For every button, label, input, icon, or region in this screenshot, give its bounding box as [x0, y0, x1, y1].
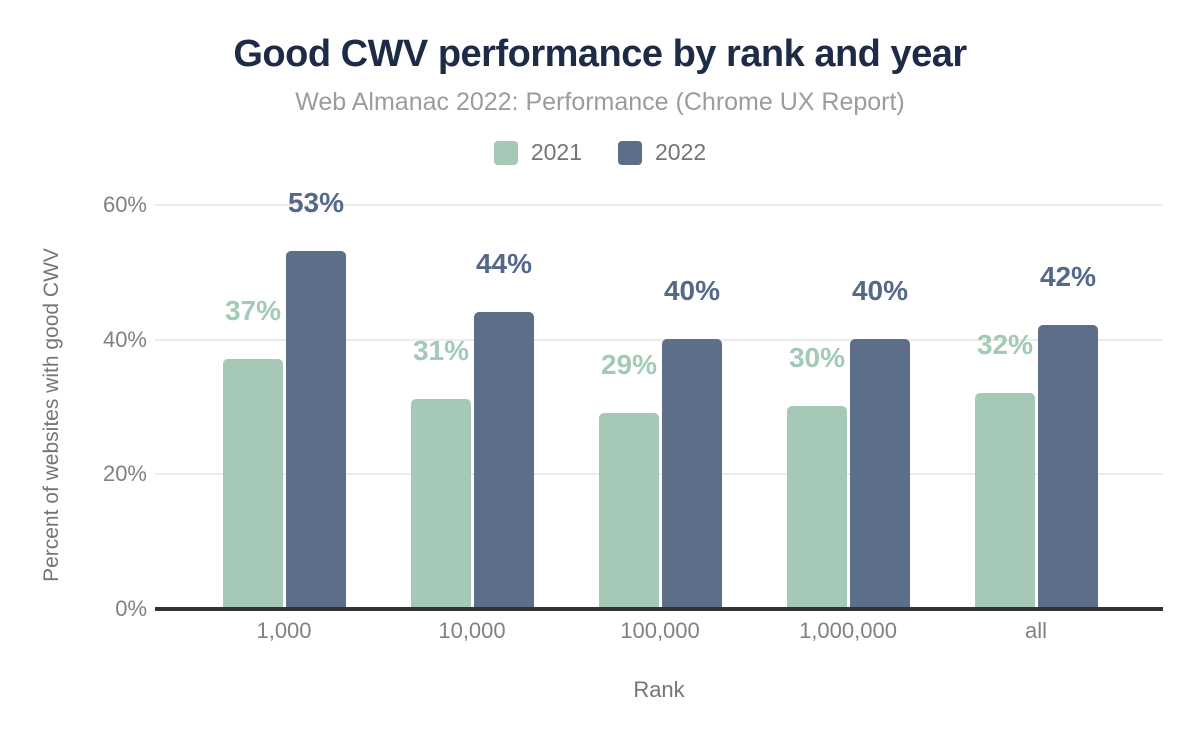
- legend-swatch-2022-icon: [618, 140, 642, 165]
- bar-2021-10000[interactable]: [411, 399, 471, 608]
- x-tick-label-100000: 100,000: [620, 618, 700, 643]
- bar-2021-all[interactable]: [975, 393, 1035, 608]
- bar-2022-1000000[interactable]: [850, 339, 910, 608]
- y-tick-label-20: 20%: [102, 461, 147, 487]
- bar-2021-100000[interactable]: [599, 413, 659, 608]
- legend-item-2022[interactable]: 2022: [618, 139, 706, 166]
- y-tick-label-0: 0%: [115, 596, 147, 621]
- x-tick-label-10000: 10,000: [438, 618, 506, 643]
- x-axis-title: Rank: [633, 677, 685, 702]
- legend-swatch-2021-icon: [493, 140, 518, 165]
- gridline-20: [155, 473, 1163, 476]
- y-tick-label-60: 60%: [102, 192, 147, 218]
- x-tick-label-all: all: [1024, 618, 1048, 643]
- gridline-40: [155, 338, 1163, 341]
- bar-value-label-2021-1000: 37%: [224, 295, 282, 326]
- x-tick-label-1000000: 1,000,000: [799, 618, 897, 643]
- chart-subtitle: Web Almanac 2022: Performance (Chrome UX…: [295, 88, 905, 116]
- bar-value-label-2022-1000000: 40%: [851, 275, 909, 306]
- bar-value-label-2021-100000: 29%: [600, 349, 658, 380]
- bar-2022-all[interactable]: [1038, 325, 1098, 608]
- bar-2022-1000[interactable]: [286, 251, 346, 608]
- bar-2022-10000[interactable]: [474, 312, 534, 608]
- bar-value-label-2022-100000: 40%: [663, 275, 721, 306]
- y-tick-label-40: 40%: [102, 326, 147, 352]
- legend-label-2021: 2021: [530, 139, 582, 165]
- bar-value-label-2022-all: 42%: [1039, 261, 1097, 292]
- x-axis-line: [155, 607, 1163, 611]
- bar-2021-1000000[interactable]: [787, 406, 847, 608]
- bar-value-label-2022-1000: 53%: [287, 187, 345, 218]
- bar-value-label-2021-all: 32%: [976, 329, 1034, 360]
- bar-2021-1000[interactable]: [223, 359, 283, 608]
- y-axis-title: Percent of websites with good CWV: [40, 248, 63, 582]
- bar-value-label-2021-1000000: 30%: [788, 342, 846, 373]
- gridline-60: [155, 204, 1163, 207]
- bar-2022-100000[interactable]: [662, 339, 722, 608]
- legend: 2021 2022: [0, 139, 1200, 166]
- bar-value-label-2021-10000: 31%: [412, 335, 470, 366]
- x-tick-label-1000: 1,000: [256, 618, 312, 643]
- chart-title: Good CWV performance by rank and year: [233, 33, 967, 75]
- legend-item-2021[interactable]: 2021: [493, 139, 582, 166]
- bar-value-label-2022-10000: 44%: [475, 248, 533, 279]
- legend-label-2022: 2022: [655, 139, 707, 165]
